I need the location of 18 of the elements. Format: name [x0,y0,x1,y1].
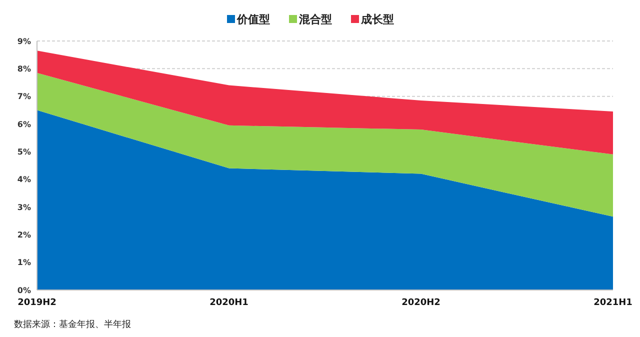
legend-label: 成长型 [360,13,394,26]
y-tick-label: 5% [17,147,31,156]
legend-label: 混合型 [298,13,332,26]
y-tick-label: 8% [17,64,31,74]
x-tick-label: 2019H2 [18,298,56,308]
x-tick-label: 2020H2 [402,298,440,308]
y-tick-label: 4% [17,175,31,184]
x-tick-label: 2020H1 [210,298,248,308]
y-tick-label: 1% [17,258,31,268]
y-tick-label: 6% [17,120,31,129]
y-tick-label: 2% [17,230,31,240]
y-tick-label: 3% [17,202,31,212]
legend-label: 价值型 [236,13,270,26]
source-note: 数据来源：基金年报、半年报 [14,319,131,330]
y-tick-label: 9% [17,36,31,46]
x-tick-label: 2021H1 [594,298,632,308]
y-tick-label: 7% [17,92,31,102]
y-tick-label: 0% [17,286,31,295]
